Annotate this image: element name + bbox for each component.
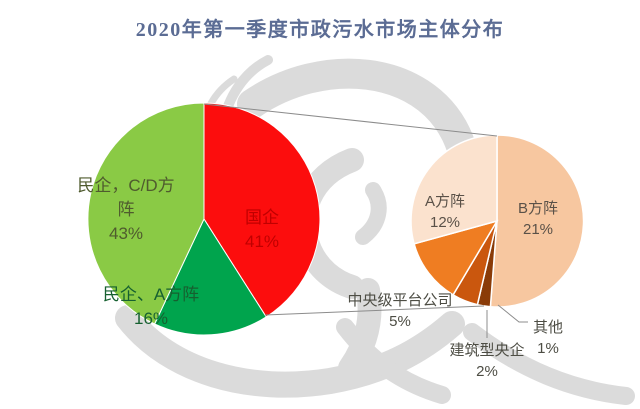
- connector-line-bottom: [264, 305, 485, 316]
- pie-slice-民企，C/D方阵: [87, 102, 205, 325]
- pie-slice-A方阵: [410, 134, 498, 245]
- pie-slice-中央级平台公司: [413, 219, 499, 296]
- label-leader-lines: [486, 304, 528, 338]
- label-minqi-a-fangzhen: 民企、A方阵 16%: [96, 283, 206, 331]
- label-b-fangzhen: B方阵 21%: [498, 198, 578, 240]
- watermark-logo: [115, 55, 635, 405]
- pie-slice-国企: [203, 102, 321, 318]
- pie-slice-民企、A方阵: [153, 217, 267, 336]
- label-qita-text: 其他: [532, 319, 563, 336]
- pies-layer: [87, 102, 585, 336]
- label-qita: 其他 1%: [518, 317, 578, 359]
- label-a-fangzhen: A方阵 12%: [405, 191, 485, 233]
- label-guoqi-text: 国企: [245, 208, 279, 227]
- label-b-fangzhen-pct: 21%: [522, 221, 554, 238]
- label-zhongyangji-pingtai: 中央级平台公司 5%: [340, 290, 460, 332]
- series-connector-lines: [203, 103, 498, 316]
- label-a-fangzhen-text: A方阵: [424, 193, 465, 210]
- label-zhongyangji-text: 中央级平台公司: [347, 292, 453, 309]
- label-guoqi-pct: 41%: [244, 232, 280, 251]
- label-minqi-a-pct: 16%: [133, 309, 169, 328]
- label-minqi-cd-fangzhen: 民企，C/D方阵 43%: [74, 174, 178, 246]
- label-minqi-a-text: 民企、A方阵: [102, 285, 200, 304]
- pie-slice-B方阵: [489, 134, 585, 308]
- label-qita-pct: 1%: [537, 340, 559, 357]
- label-minqi-cd-pct: 43%: [108, 224, 144, 243]
- chart-title: 2020年第一季度市政污水市场主体分布: [135, 19, 505, 41]
- label-jianzhuxing-pct: 2%: [476, 363, 498, 380]
- label-b-fangzhen-text: B方阵: [517, 200, 558, 217]
- label-zhongyangji-pct: 5%: [389, 313, 411, 330]
- label-a-fangzhen-pct: 12%: [429, 214, 461, 231]
- label-jianzhuxing-yangqi: 建筑型央企 2%: [437, 340, 537, 382]
- label-jianzhuxing-text: 建筑型央企: [449, 342, 525, 359]
- leader-qita: [497, 304, 528, 323]
- label-guoqi: 国企 41%: [227, 206, 297, 254]
- connector-line-top: [203, 103, 498, 137]
- label-minqi-cd-text: 民企，C/D方阵: [77, 176, 175, 219]
